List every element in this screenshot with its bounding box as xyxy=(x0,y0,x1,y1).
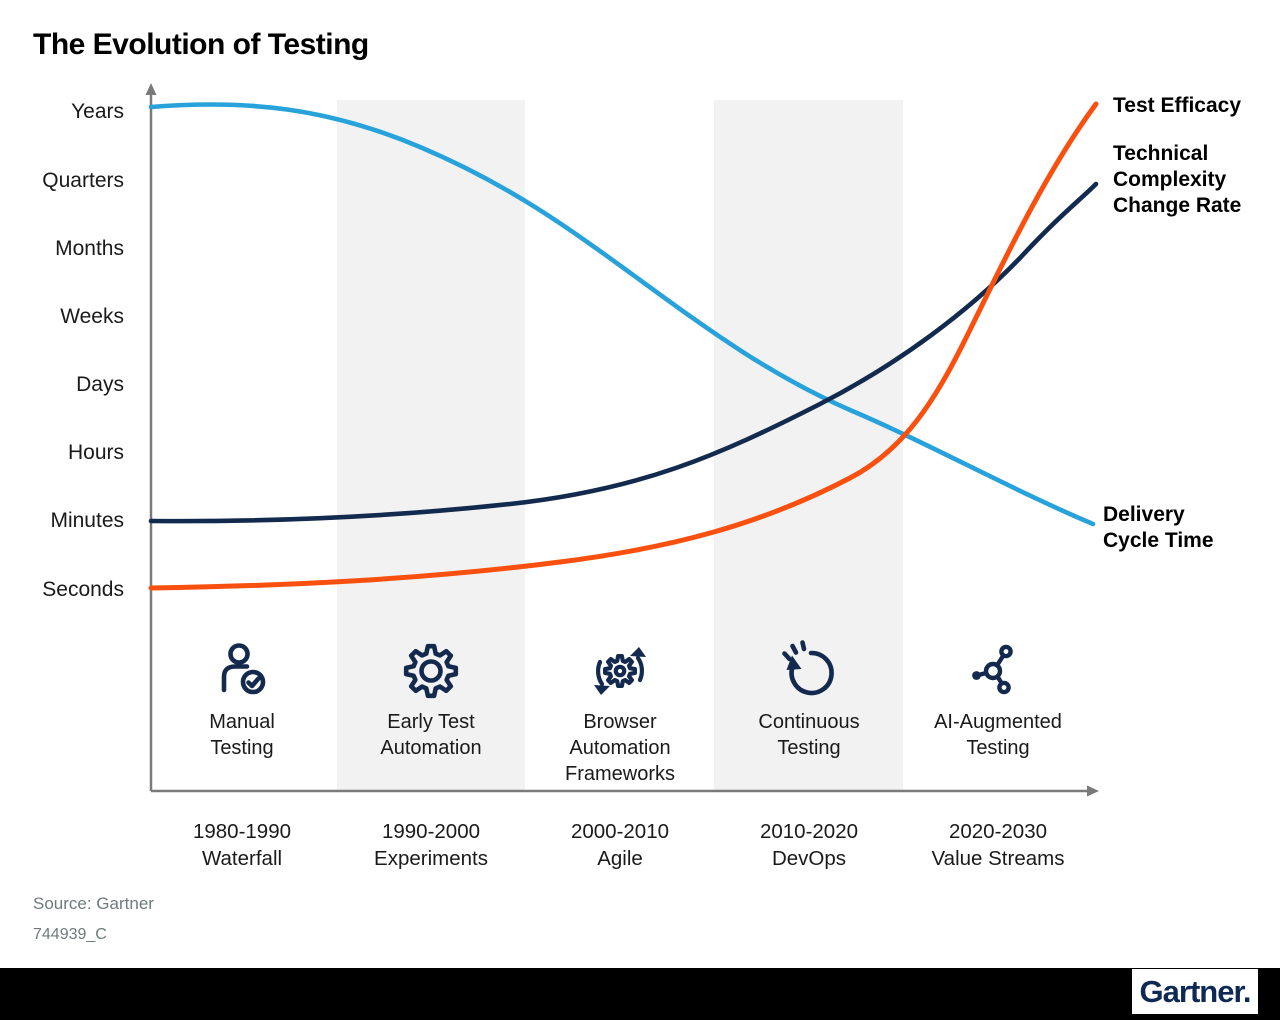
stage-label-ai-augmented-testing: AI-Augmented Testing xyxy=(934,711,1062,759)
x-label-2010-2020: 2010-2020 DevOps xyxy=(759,820,859,870)
y-tick-weeks: Weeks xyxy=(60,305,124,328)
y-tick-years: Years xyxy=(71,100,124,123)
y-tick-minutes: Minutes xyxy=(50,509,124,532)
x-label-1980-1990: 1980-1990 Waterfall xyxy=(192,820,292,870)
footer-bar xyxy=(0,968,1280,1020)
x-axis-arrowhead xyxy=(1087,785,1099,797)
y-tick-hours: Hours xyxy=(67,441,124,464)
x-label-2000-2010: 2000-2010 Agile xyxy=(570,820,670,870)
gartner-logo-plate: Gartner. xyxy=(1132,969,1258,1014)
document-id: 744939_C xyxy=(33,926,107,943)
continuous-refresh-icon xyxy=(782,640,834,696)
manual-testing-person-check-icon xyxy=(221,643,266,695)
y-tick-quarters: Quarters xyxy=(42,169,124,192)
highlight-band-1990-2000 xyxy=(337,100,525,791)
page-title: The Evolution of Testing xyxy=(33,28,369,61)
technical-complexity-line xyxy=(148,181,1099,524)
stage-label-browser-automation-frameworks: Browser Automation Frameworks xyxy=(564,711,675,785)
test-efficacy-line xyxy=(148,101,1099,591)
highlight-band-2010-2020 xyxy=(714,100,903,791)
y-axis-arrowhead xyxy=(145,83,157,95)
gear-sync-icon xyxy=(594,647,646,695)
gartner-logo: Gartner. xyxy=(1139,973,1252,1009)
series-label-delivery-cycle-time: Delivery Cycle Time xyxy=(1103,503,1214,552)
axes xyxy=(145,83,1099,797)
x-label-2020-2030: 2020-2030 Value Streams xyxy=(931,820,1065,870)
source-note: Source: Gartner xyxy=(33,894,154,913)
series-label-technical-complexity: Technical Complexity Change Rate xyxy=(1113,142,1242,217)
series-label-test-efficacy: Test Efficacy xyxy=(1113,94,1241,117)
y-tick-seconds: Seconds xyxy=(42,578,124,601)
stage-label-manual-testing: Manual Testing xyxy=(209,711,275,759)
y-tick-days: Days xyxy=(76,373,124,396)
stage-label-continuous-testing: Continuous Testing xyxy=(758,711,860,759)
delivery-cycle-time-line xyxy=(148,102,1096,527)
x-label-1990-2000: 1990-2000 Experiments xyxy=(374,820,488,870)
ai-network-icon xyxy=(972,644,1013,695)
gear-icon xyxy=(403,643,459,699)
y-tick-months: Months xyxy=(55,237,124,260)
stage-label-early-test-automation: Early Test Automation xyxy=(380,711,482,759)
